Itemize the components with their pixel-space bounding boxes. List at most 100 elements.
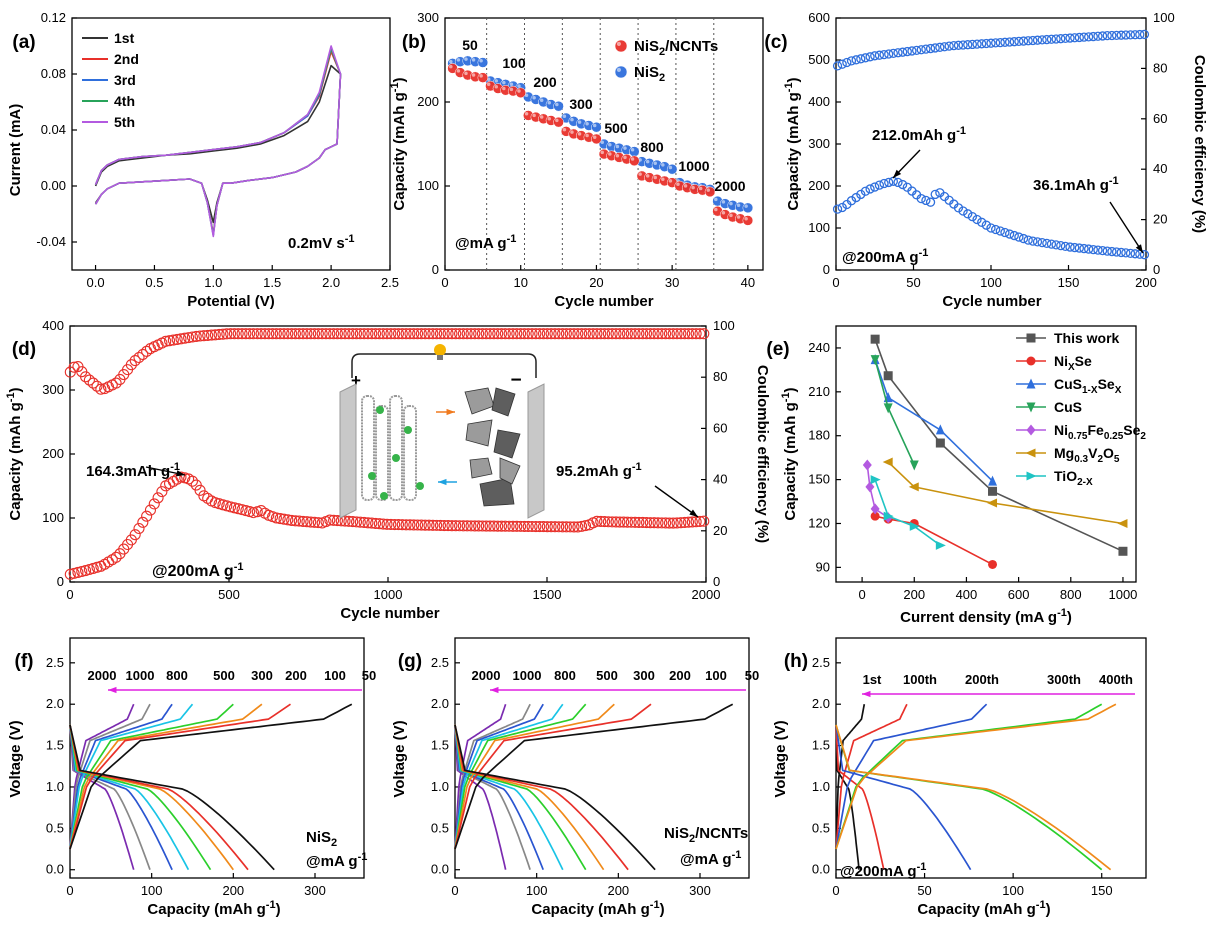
capacity-point (129, 529, 141, 541)
efficiency-point (972, 39, 982, 49)
efficiency-point (1032, 35, 1043, 45)
discharge-curve (454, 724, 656, 871)
capacity-point (438, 519, 450, 532)
point-highlight (585, 133, 589, 138)
legend-label: CuS (1054, 399, 1082, 415)
efficiency-point (133, 351, 145, 364)
y-tick-label: 0.5 (812, 820, 830, 835)
capacity-point (137, 516, 149, 528)
capacity-point (236, 504, 248, 516)
rate-point (742, 215, 754, 226)
y2-axis-label: Coulombic efficiency (%) (1191, 55, 1208, 233)
efficiency-point (846, 56, 857, 66)
efficiency-point (568, 328, 580, 340)
point-highlight (532, 113, 536, 118)
discharge-curve (69, 724, 249, 871)
rate-label: 800 (166, 668, 188, 683)
efficiency-point (1121, 30, 1131, 40)
capacity-point (1111, 247, 1122, 257)
bulk-particle (499, 457, 521, 485)
capacity-point (1018, 233, 1029, 244)
point-highlight (464, 71, 468, 76)
capacity-point (270, 512, 282, 524)
bulk-particle (479, 477, 515, 507)
efficiency-point (480, 328, 492, 340)
capacity-point (1088, 244, 1098, 255)
rate-label: 2000 (714, 178, 745, 194)
capacity-point (377, 518, 389, 530)
capacity-point (637, 516, 649, 529)
point-highlight (616, 67, 622, 72)
capacity-point (652, 517, 664, 529)
marker-left (1025, 448, 1036, 458)
x-tick-label: 300 (304, 883, 326, 898)
y-tick-label: 0 (432, 262, 439, 277)
x-tick-label: 500 (218, 587, 240, 602)
capacity-point (1107, 246, 1117, 257)
efficiency-point (1088, 31, 1098, 42)
efficiency-point (1074, 32, 1084, 43)
capacity-point (404, 519, 416, 531)
final-annotation: 36.1mAh g-1 (1033, 175, 1119, 194)
capacity-point (503, 520, 515, 532)
capacity-point (893, 177, 903, 188)
nis2-particle (416, 482, 424, 490)
efficiency-point (183, 332, 195, 344)
efficiency-point (902, 46, 912, 57)
efficiency-point (572, 328, 584, 340)
point-highlight (486, 82, 491, 87)
capacity-point (289, 515, 302, 527)
efficiency-point (1028, 35, 1038, 46)
capacity-point (618, 516, 630, 528)
efficiency-point (137, 348, 149, 360)
capacity-point (228, 502, 240, 514)
capacity-point (602, 516, 614, 528)
y-tick-label: 300 (42, 382, 64, 397)
capacity-point (247, 507, 260, 519)
capacity-point (879, 178, 889, 189)
efficiency-point (225, 328, 237, 340)
capacity-point (591, 515, 603, 527)
x-tick-label: 150 (1091, 883, 1113, 898)
x-tick-label: 100 (141, 883, 163, 898)
efficiency-point (389, 328, 401, 340)
efficiency-point (202, 329, 214, 341)
efficiency-point (228, 328, 240, 340)
x-axis-label: Capacity (mAh g-1) (917, 899, 1050, 918)
capacity-point (1004, 229, 1015, 239)
efficiency-point (431, 328, 443, 340)
capacity-point (1028, 236, 1038, 246)
plot-frame (454, 637, 750, 879)
y-tick-label: 500 (808, 52, 830, 67)
bulb-base (437, 355, 443, 360)
marker-right (1026, 471, 1037, 481)
rate-point (477, 72, 489, 83)
efficiency-point (289, 328, 302, 340)
x-tick-label: 1.0 (204, 275, 222, 290)
capacity-point (1102, 246, 1112, 256)
capacity-point (549, 521, 561, 533)
plot-frame (444, 17, 764, 271)
efficiency-point (282, 328, 294, 340)
nanotube (361, 395, 375, 501)
panel-label: (f) (15, 651, 34, 672)
capacity-point (1093, 245, 1103, 255)
efficiency-point (576, 328, 588, 340)
efficiency-point (884, 49, 894, 59)
x-tick-label: 1.5 (263, 275, 281, 290)
capacity-point (545, 521, 557, 533)
efficiency-point (160, 335, 172, 347)
y-tick-label: -0.04 (36, 234, 66, 249)
arrow-head (1135, 244, 1143, 253)
y-tick-label: 400 (808, 94, 830, 109)
capacity-point (537, 521, 550, 533)
panel-label: (a) (12, 32, 35, 53)
rate-label: 500 (596, 668, 618, 683)
point-highlight (532, 95, 536, 100)
rate-label: 50 (462, 37, 478, 53)
bulk-particle (491, 387, 516, 417)
capacity-point (667, 517, 679, 529)
efficiency-point (675, 328, 687, 340)
point-highlight (547, 101, 551, 105)
